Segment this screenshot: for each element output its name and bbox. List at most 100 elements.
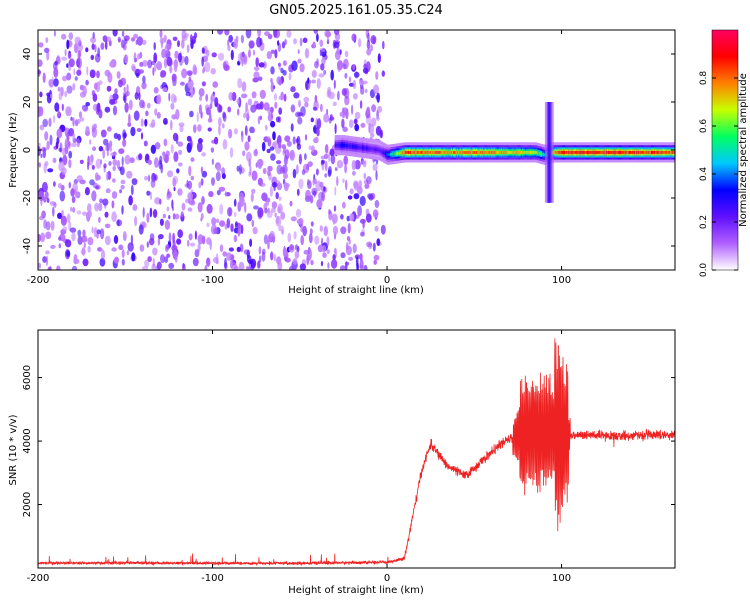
noise-blob (109, 140, 113, 148)
signal-band-cell (485, 151, 487, 154)
signal-band-cell (558, 151, 561, 154)
noise-blob (382, 40, 385, 50)
noise-blob (202, 68, 205, 74)
signal-band-cell (464, 151, 466, 154)
noise-blob (228, 247, 234, 252)
signal-band-cell (481, 151, 483, 154)
noise-blob (197, 124, 202, 132)
noise-blob (352, 243, 357, 254)
noise-blob (85, 102, 90, 107)
noise-blob (124, 54, 129, 64)
signal-band-cell (635, 151, 637, 154)
noise-blob (168, 262, 175, 269)
signal-band-cell (495, 151, 498, 154)
noise-blob (344, 72, 348, 79)
signal-band-cell (335, 143, 338, 147)
noise-blob (291, 60, 298, 72)
noise-blob (277, 62, 281, 67)
noise-blob (230, 223, 234, 232)
signal-band-cell (636, 151, 638, 154)
signal-band-cell (354, 145, 356, 149)
noise-blob (154, 157, 159, 168)
noise-blob (38, 190, 45, 202)
noise-blob (159, 198, 162, 205)
signal-band-cell (397, 151, 399, 155)
signal-band-cell (625, 151, 628, 154)
noise-blob (128, 195, 133, 206)
noise-blob (253, 71, 260, 80)
noise-blob (142, 60, 148, 67)
signal-band-cell (373, 147, 375, 151)
signal-band-cell (435, 151, 437, 154)
signal-band-cell (662, 151, 664, 154)
noise-blob (251, 219, 255, 228)
noise-blob (266, 210, 273, 219)
noise-blob (333, 248, 337, 255)
signal-band-cell (411, 151, 413, 154)
noise-blob (248, 158, 251, 168)
signal-band-cell (633, 151, 635, 154)
noise-blob (126, 250, 130, 256)
noise-blob (359, 253, 363, 261)
noise-blob (50, 220, 55, 231)
noise-blob (122, 95, 126, 102)
noise-blob (121, 205, 124, 215)
noise-blob (311, 69, 317, 78)
signal-band-cell (450, 151, 453, 154)
signal-band-cell (515, 151, 518, 154)
noise-blob (166, 56, 173, 67)
signal-band-cell (596, 151, 598, 154)
noise-blob (301, 169, 306, 176)
noise-blob (321, 190, 325, 202)
noise-blob (247, 135, 251, 143)
noise-blob (45, 231, 52, 240)
noise-blob (190, 175, 195, 181)
signal-band-cell (434, 151, 436, 154)
noise-blob (249, 165, 252, 176)
noise-blob (77, 118, 81, 124)
noise-blob (98, 80, 103, 86)
colorbar-strip (711, 29, 739, 271)
noise-blob (165, 43, 171, 50)
noise-blob (210, 68, 216, 75)
signal-band-cell (656, 151, 658, 154)
noise-blob (90, 54, 95, 61)
noise-blob (91, 43, 95, 50)
noise-blob (318, 73, 325, 78)
signal-band-cell (573, 151, 575, 154)
noise-blob (42, 256, 47, 263)
noise-blob (71, 231, 76, 242)
noise-blob (224, 30, 230, 36)
noise-blob (38, 234, 42, 243)
noise-blob (348, 76, 352, 83)
signal-band-cell (441, 151, 443, 154)
noise-blob (143, 140, 148, 147)
noise-blob (114, 88, 118, 95)
noise-blob (375, 71, 379, 80)
noise-blob (165, 150, 170, 157)
noise-blob (73, 68, 76, 76)
signal-band-cell (470, 151, 473, 154)
noise-blob (152, 257, 155, 268)
noise-blob (74, 36, 81, 45)
noise-blob (197, 234, 204, 245)
noise-blob (373, 84, 380, 95)
signal-band-cell (505, 151, 507, 154)
noise-blob (277, 40, 280, 46)
signal-band-cell (579, 151, 582, 154)
signal-band-cell (361, 146, 364, 150)
signal-band-cell (366, 146, 368, 150)
noise-blob (139, 61, 144, 67)
noise-blob (96, 174, 101, 181)
spike-mark (548, 102, 551, 203)
noise-blob (368, 194, 374, 201)
noise-blob (264, 197, 271, 203)
noise-blob (374, 199, 380, 209)
noise-blob (213, 227, 219, 235)
signal-band-cell (418, 151, 420, 154)
signal-band-cell (432, 151, 434, 154)
signal-band-cell (455, 151, 457, 154)
signal-band-cell (665, 151, 667, 154)
noise-blob (359, 218, 366, 224)
signal-band-cell (367, 147, 369, 150)
